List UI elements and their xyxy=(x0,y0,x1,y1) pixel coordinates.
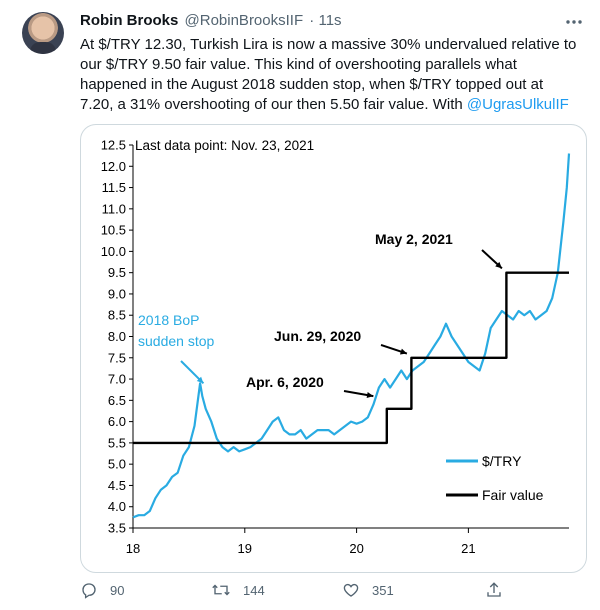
share-icon xyxy=(487,582,501,597)
y-tick-label: 4.5 xyxy=(108,478,126,493)
tweet-text-line: happened in the August 2018 sudden stop,… xyxy=(80,76,544,93)
annotation-label: Apr. 6, 2020 xyxy=(246,374,324,390)
y-tick-label: 11.5 xyxy=(102,180,126,195)
annotation-arrowhead xyxy=(366,392,374,399)
y-tick-label: 12.5 xyxy=(101,138,126,153)
y-tick-label: 8.5 xyxy=(108,308,126,323)
annotation-label: 2018 BoP xyxy=(138,312,200,328)
y-tick-label: 11.0 xyxy=(102,201,126,216)
share-button[interactable] xyxy=(485,580,515,600)
chart-note: Last data point: Nov. 23, 2021 xyxy=(135,138,314,153)
series-line-try xyxy=(132,153,571,519)
y-tick-label: 6.0 xyxy=(108,414,126,429)
reply-count: 90 xyxy=(110,582,125,598)
legend-label: Fair value xyxy=(482,487,544,503)
action-bar: 90 144 351 xyxy=(80,580,585,600)
like-button[interactable]: 351 xyxy=(342,580,394,600)
annotation-label: May 2, 2021 xyxy=(375,231,453,247)
tweet-text-line: At $/TRY 12.30, Turkish Lira is now a ma… xyxy=(80,36,577,53)
reply-button[interactable]: 90 xyxy=(80,580,124,600)
x-tick-label: 21 xyxy=(461,541,475,556)
author-name[interactable]: Robin Brooks xyxy=(80,12,179,29)
annotation-arrowhead xyxy=(495,261,502,269)
y-tick-label: 5.0 xyxy=(108,457,126,472)
y-tick-label: 7.5 xyxy=(108,350,126,365)
more-dots-icon[interactable] xyxy=(562,12,586,32)
series-line-fair-value xyxy=(133,271,569,445)
y-tick-label: 10.0 xyxy=(101,244,126,259)
y-tick-label: 6.5 xyxy=(108,393,126,408)
tweet-time[interactable]: · 11s xyxy=(309,12,342,29)
y-tick-label: 8.0 xyxy=(108,329,126,344)
tweet-text: At $/TRY 12.30, Turkish Lira is now a ma… xyxy=(80,35,585,115)
mention-link[interactable]: @UgrasUlkulIF xyxy=(466,96,569,113)
annotation-label: Jun. 29, 2020 xyxy=(274,328,361,344)
heart-icon xyxy=(343,583,359,597)
y-tick-label: 7.0 xyxy=(108,372,126,387)
retweet-count: 144 xyxy=(243,582,265,598)
annotation-label: sudden stop xyxy=(138,333,214,349)
x-tick-label: 18 xyxy=(126,541,140,556)
x-tick-label: 19 xyxy=(238,541,252,556)
avatar[interactable] xyxy=(22,12,64,54)
like-count: 351 xyxy=(372,582,394,598)
author-handle[interactable]: @RobinBrooksIIF xyxy=(184,12,304,29)
annotation-arrowhead xyxy=(196,376,204,384)
tweet-header: Robin Brooks @RobinBrooksIIF · 11s xyxy=(80,12,342,29)
y-tick-label: 3.5 xyxy=(108,521,126,536)
y-tick-label: 10.5 xyxy=(101,223,126,238)
chart-svg: 3.5 4.0 4.5 5.0 5.5 6.0 6.5 7.0 7.5 8.0 8.5 9.0 9.5 1… xyxy=(101,138,571,556)
tweet-text-line: 7.20, a 31% overshooting of our then 5.5… xyxy=(80,95,585,115)
tweet-text-segment: 7.20, a 31% overshooting of our then 5.5… xyxy=(80,96,467,113)
tweet-text-line: our $/TRY 9.50 fair value. This kind of … xyxy=(80,56,517,73)
reply-icon xyxy=(82,583,96,599)
retweet-button[interactable]: 144 xyxy=(211,580,265,600)
y-tick-label: 9.5 xyxy=(108,265,126,280)
x-tick-label: 20 xyxy=(349,541,363,556)
retweet-icon xyxy=(212,584,230,596)
annotation-arrowhead xyxy=(399,348,407,355)
y-tick-label: 9.0 xyxy=(108,286,126,301)
chart-image[interactable]: 3.5 4.0 4.5 5.0 5.5 6.0 6.5 7.0 7.5 8.0 8.5 9.0 9.5 1… xyxy=(80,124,587,573)
legend-label: $/TRY xyxy=(482,453,522,469)
y-tick-label: 5.5 xyxy=(108,435,126,450)
y-tick-label: 4.0 xyxy=(108,499,126,514)
y-tick-label: 12.0 xyxy=(101,159,126,174)
